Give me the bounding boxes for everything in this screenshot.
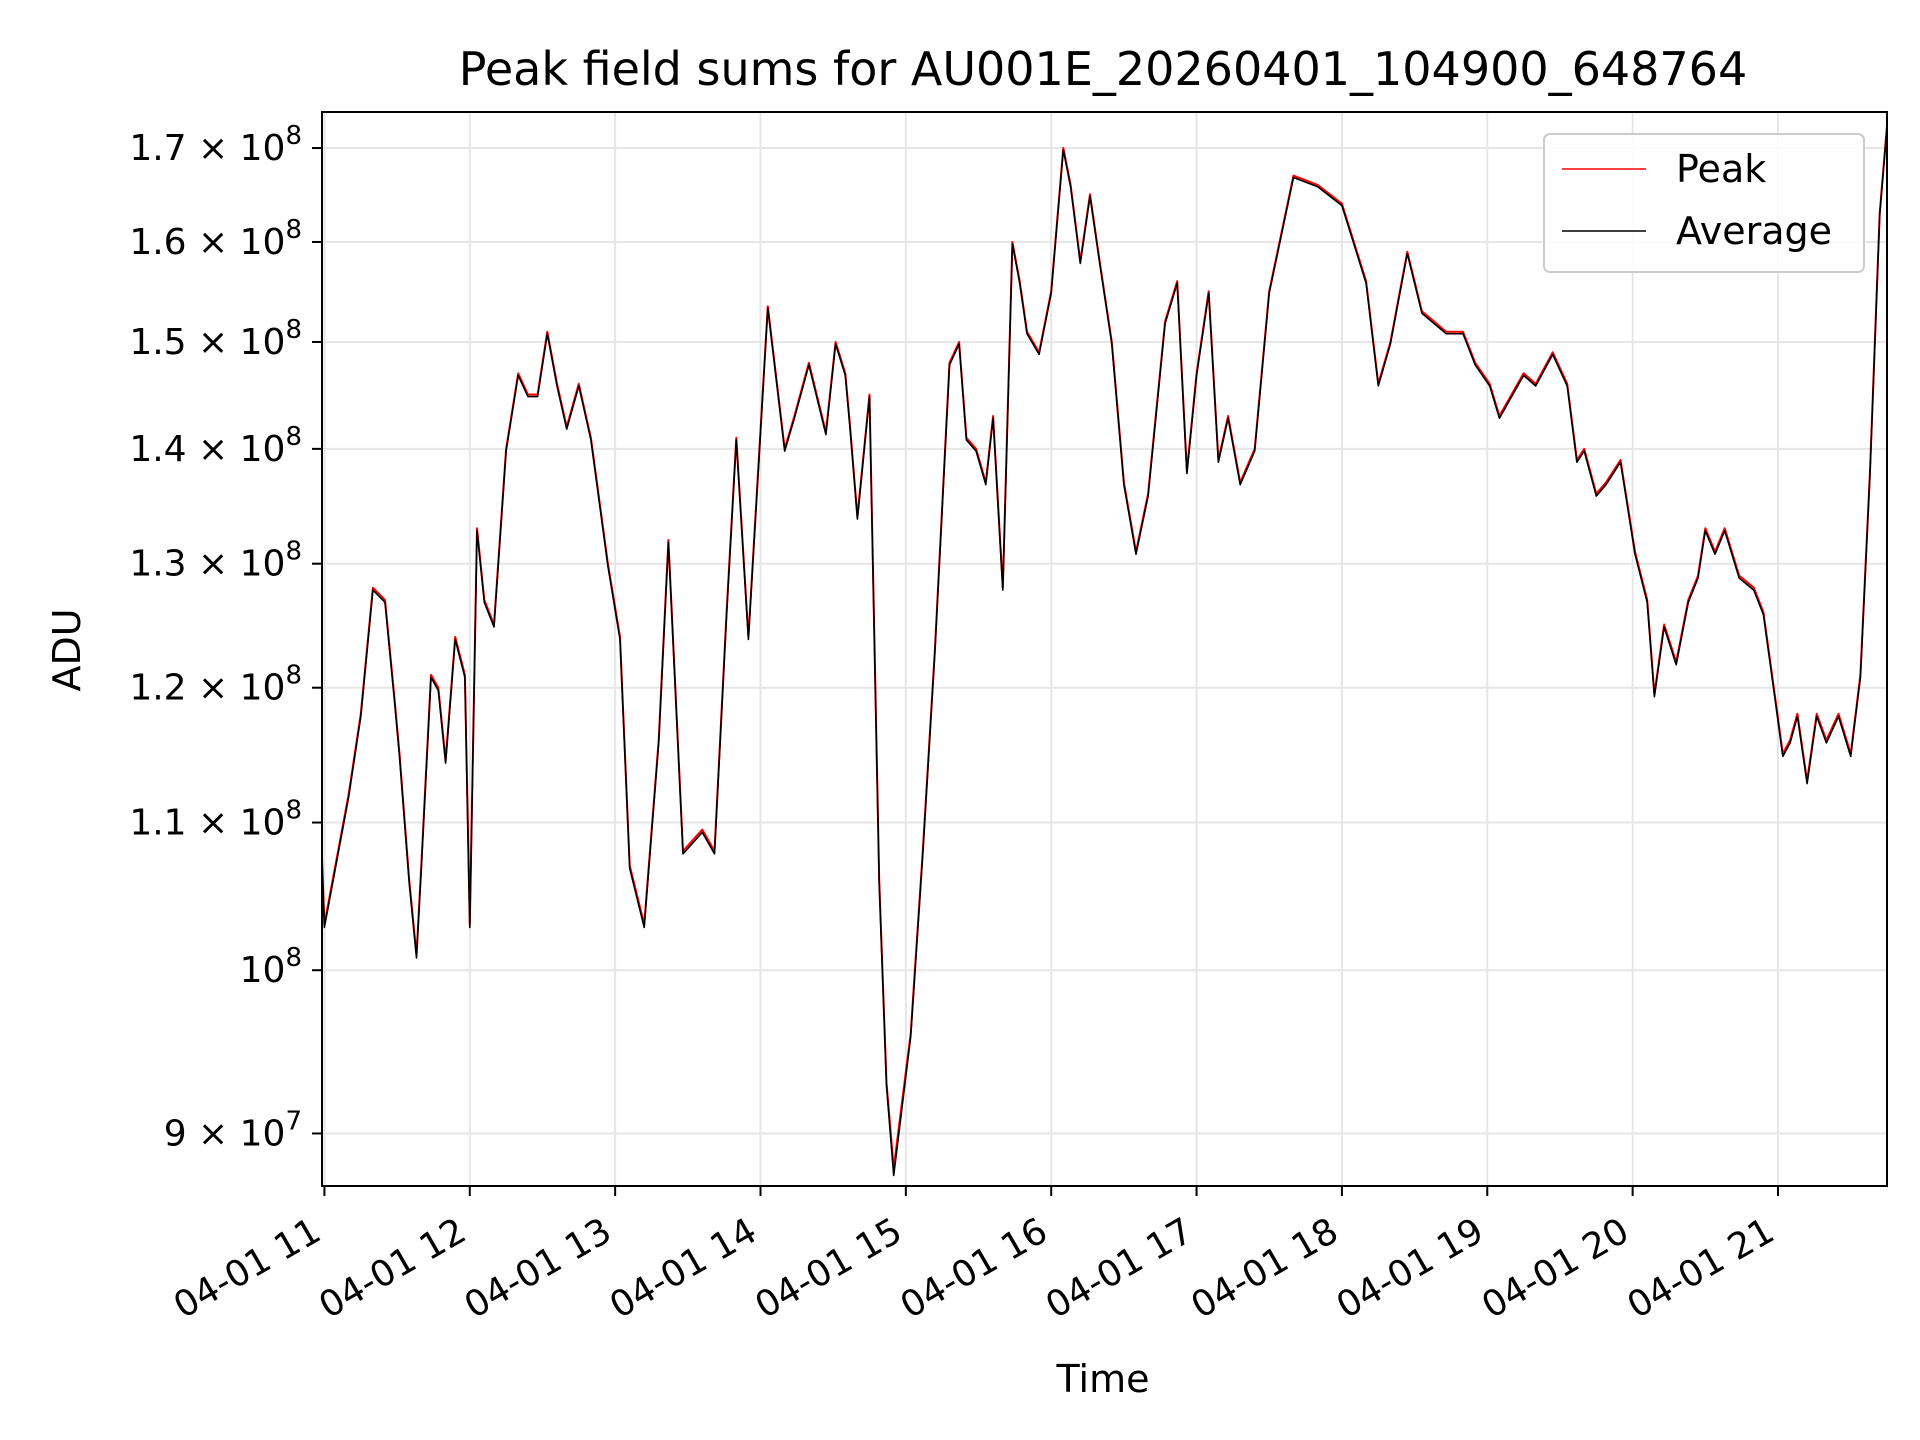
y-tick-label: 1.5 × 108 [129,315,302,363]
plot-frame [321,111,1888,1187]
y-tick-label: 108 [240,943,302,991]
y-tick-label: 9 × 107 [164,1106,302,1154]
y-axis-label: ADU [45,608,89,691]
y-tick-label: 1.3 × 108 [129,537,302,585]
y-tick-label: 1.2 × 108 [129,661,302,709]
x-axis-label: Time [1056,1357,1150,1401]
series-lines [322,125,1887,1177]
legend-label-peak: Peak [1676,147,1766,191]
y-tick-label: 1.4 × 108 [129,422,302,470]
series-line-average [322,127,1887,1177]
y-axis-ticks: 9 × 107 108 1.1 × 108 1.2 × 108 1.3 × 108 1.4… [129,121,322,1154]
y-tick-label: 1.1 × 108 [129,796,302,844]
y-tick-label: 1.7 × 108 [129,121,302,169]
chart-title: Peak field sums for AU001E_20260401_1049… [459,42,1747,96]
legend-label-average: Average [1676,209,1832,253]
y-tick-label: 1.6 × 108 [129,215,302,263]
legend: Peak Average [1543,133,1865,273]
